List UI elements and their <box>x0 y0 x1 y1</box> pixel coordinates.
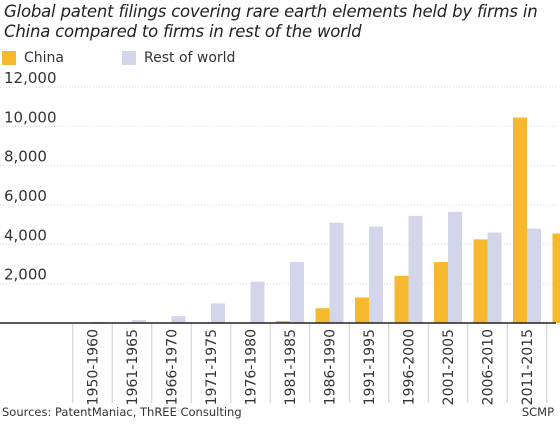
legend-label-rest-of-world: Rest of world <box>144 50 236 66</box>
bar-rest-of-world <box>171 316 186 323</box>
bar-chart: 12,000 10,000 8,000 6,000 4,000 2,000 1950-196… <box>0 70 560 405</box>
bar-china <box>434 262 448 323</box>
legend-label-china: China <box>24 50 64 66</box>
bar-rest-of-world <box>408 215 423 323</box>
bar-rest-of-world <box>250 281 265 323</box>
bar-china <box>276 321 290 323</box>
x-tick-label: 1961-1965 <box>125 329 141 405</box>
bar-rest-of-world <box>369 226 383 323</box>
bar-rest-of-world <box>290 262 304 323</box>
bar-china <box>513 117 527 323</box>
x-tick-label: 2001-2005 <box>441 329 457 405</box>
bar-china <box>355 297 369 323</box>
chart-title: Global patent filings covering rare eart… <box>4 2 538 41</box>
x-tick-label: 1986-1990 <box>323 329 339 405</box>
bar-rest-of-world <box>527 228 541 323</box>
y-tick-label: 2,000 <box>4 266 47 284</box>
legend-swatch-rest-of-world <box>122 51 136 65</box>
x-tick-label: 1950-1960 <box>86 329 102 405</box>
x-tick-label: 1991-1995 <box>362 329 378 405</box>
x-tick-label: 2011-2015 <box>520 329 536 405</box>
bar-rest-of-world <box>487 232 502 323</box>
y-tick-label: 8,000 <box>4 148 47 166</box>
x-tick-label: 1981-1985 <box>283 329 299 405</box>
footer: Sources: PatentManiac, ThREE Consulting … <box>2 405 558 419</box>
y-tick-label: 12,000 <box>4 70 57 87</box>
bar-rest-of-world <box>132 320 146 323</box>
y-tick-label: 6,000 <box>4 187 47 205</box>
bar-china <box>552 233 560 323</box>
credit-label: SCMP <box>521 405 554 419</box>
y-tick-label: 10,000 <box>4 108 57 126</box>
x-tick-label: 1966-1970 <box>165 329 181 405</box>
bar-rest-of-world <box>211 303 225 323</box>
source-note: Sources: PatentManiac, ThREE Consulting <box>2 405 242 419</box>
y-tick-label: 4,000 <box>4 226 47 244</box>
bar-china <box>315 308 330 323</box>
bar-rest-of-world <box>448 211 462 323</box>
legend: China Rest of world <box>2 48 253 68</box>
x-tick-label: 2006-2010 <box>481 329 497 405</box>
legend-item-china: China <box>2 50 64 66</box>
legend-swatch-china <box>2 51 16 65</box>
bar-rest-of-world <box>329 222 344 323</box>
x-tick-label: 1971-1975 <box>204 329 220 405</box>
x-tick-label: 1976-1980 <box>244 329 260 405</box>
x-tick-label: 1996-2000 <box>402 329 418 405</box>
legend-item-rest-of-world: Rest of world <box>122 50 235 66</box>
bar-china <box>394 275 409 323</box>
bar-china <box>473 239 488 323</box>
